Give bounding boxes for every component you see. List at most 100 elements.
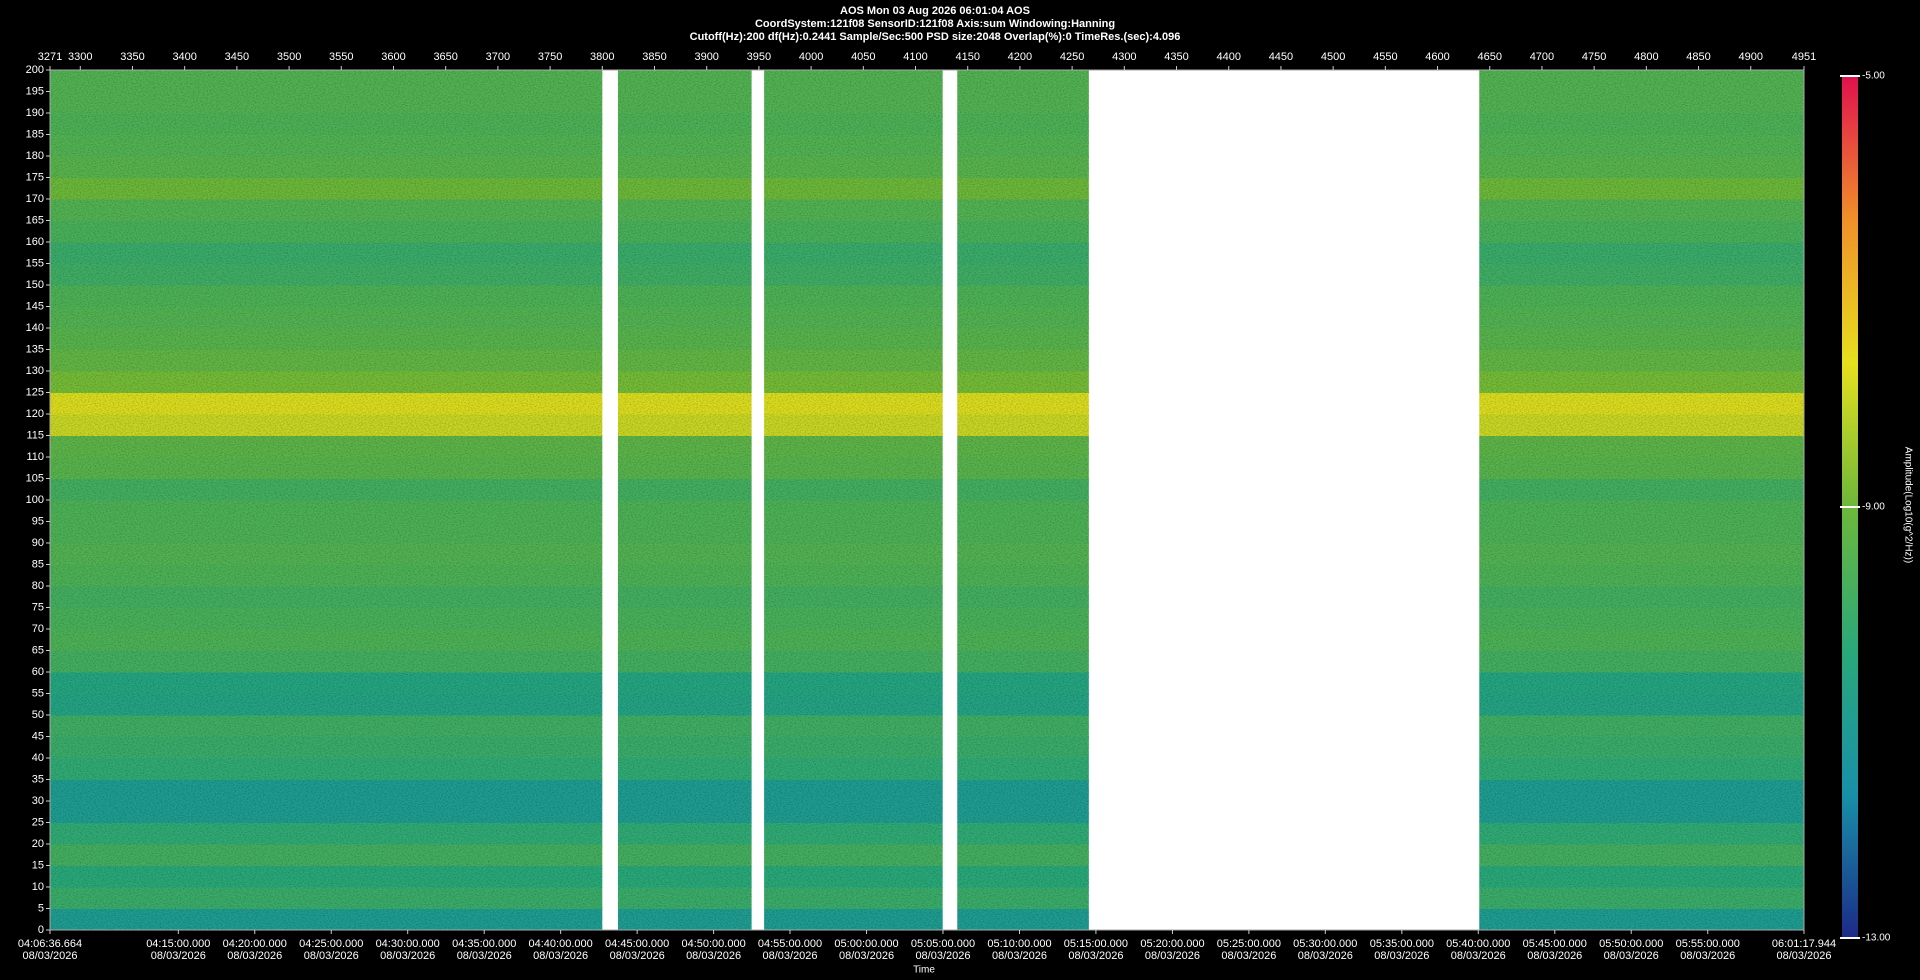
heat-cell: [957, 263, 1089, 286]
y-tick-label: 145: [26, 300, 44, 312]
x-tick-label: 4900: [1739, 51, 1763, 63]
x-tick-label: 4450: [1269, 51, 1293, 63]
x-tick-label: 4850: [1686, 51, 1710, 63]
heat-cell: [957, 629, 1089, 651]
heat-cell: [957, 91, 1089, 114]
heat-cell: [50, 865, 603, 888]
heat-cell: [50, 543, 603, 565]
x-tick-label: 3500: [277, 51, 301, 63]
heat-cell: [617, 91, 752, 114]
heat-cell: [617, 392, 752, 415]
heat-cell: [764, 844, 943, 866]
heat-cell: [50, 242, 603, 264]
heat-cell: [617, 865, 752, 888]
colorbar-tick-label: -13.00: [1862, 933, 1891, 944]
time-tick-date: 08/03/2026: [1068, 950, 1123, 962]
heat-cell: [1479, 672, 1804, 694]
heat-cell: [50, 457, 603, 479]
heat-cell: [957, 650, 1089, 673]
x-tick-label: 3800: [590, 51, 614, 63]
x-tick-label: 3900: [694, 51, 718, 63]
y-tick-label: 175: [26, 171, 44, 183]
heat-cell: [617, 156, 752, 178]
time-tick-label: 04:35:00.000: [452, 938, 516, 950]
time-tick-date: 08/03/2026: [151, 950, 206, 962]
x-tick-label: 4350: [1164, 51, 1188, 63]
time-tick-label: 06:01:17.944: [1772, 938, 1836, 950]
heat-cell: [764, 134, 943, 157]
heat-cell: [764, 371, 943, 393]
y-tick-label: 50: [32, 709, 44, 721]
heat-cell: [764, 435, 943, 458]
heat-cell: [764, 457, 943, 479]
heat-cell: [50, 844, 603, 866]
x-tick-label: 3550: [329, 51, 353, 63]
heat-cell: [957, 199, 1089, 221]
heat-cell: [617, 822, 752, 845]
y-tick-label: 85: [32, 558, 44, 570]
heat-cell: [50, 177, 603, 200]
heat-cell: [617, 715, 752, 737]
heat-cell: [764, 199, 943, 221]
heat-cell: [957, 177, 1089, 200]
heat-cell: [617, 199, 752, 221]
heat-cell: [617, 414, 752, 436]
time-tick-date: 08/03/2026: [22, 950, 77, 962]
heat-cell: [1479, 457, 1804, 479]
heat-cell: [1479, 736, 1804, 759]
heat-cell: [1479, 801, 1804, 823]
y-tick-label: 80: [32, 580, 44, 592]
heat-cell: [50, 134, 603, 157]
heat-cell: [50, 693, 603, 716]
x-tick-label: 4750: [1582, 51, 1606, 63]
heat-cell: [50, 521, 603, 544]
heat-cell: [1479, 607, 1804, 630]
heat-cell: [1479, 521, 1804, 544]
time-tick-date: 08/03/2026: [1145, 950, 1200, 962]
heat-cell: [617, 521, 752, 544]
heat-cell: [957, 285, 1089, 307]
y-tick-label: 170: [26, 193, 44, 205]
x-tick-label: 3300: [68, 51, 92, 63]
time-tick-date: 08/03/2026: [992, 950, 1047, 962]
heat-cell: [50, 607, 603, 630]
heat-cell: [50, 199, 603, 221]
heat-cell: [50, 736, 603, 759]
time-tick-label: 04:55:00.000: [758, 938, 822, 950]
heat-cell: [617, 220, 752, 243]
heat-cell: [957, 435, 1089, 458]
heat-cell: [50, 285, 603, 307]
heat-cell: [764, 392, 943, 415]
heat-cell: [617, 693, 752, 716]
heat-cell: [1479, 263, 1804, 286]
heat-cell: [50, 328, 603, 350]
y-tick-label: 75: [32, 601, 44, 613]
heat-cell: [617, 478, 752, 501]
heat-cell: [617, 736, 752, 759]
heat-cell: [617, 328, 752, 350]
heat-cell: [617, 263, 752, 286]
heat-cell: [617, 435, 752, 458]
heat-cell: [50, 263, 603, 286]
y-tick-label: 25: [32, 816, 44, 828]
heat-cell: [764, 328, 943, 350]
y-tick-label: 135: [26, 343, 44, 355]
heat-cell: [764, 220, 943, 243]
heat-cell: [957, 414, 1089, 436]
x-tick-label: 4550: [1373, 51, 1397, 63]
x-tick-label: 4100: [903, 51, 927, 63]
heat-cell: [50, 887, 603, 909]
heat-cell: [957, 392, 1089, 415]
x-tick-label: 3850: [642, 51, 666, 63]
y-tick-label: 120: [26, 408, 44, 420]
heat-cell: [617, 758, 752, 780]
time-tick-label: 04:45:00.000: [605, 938, 669, 950]
x-tick-label: 3350: [120, 51, 144, 63]
y-tick-label: 15: [32, 859, 44, 871]
time-tick-date: 08/03/2026: [1221, 950, 1276, 962]
y-tick-label: 180: [26, 150, 44, 162]
heat-cell: [764, 672, 943, 694]
heat-cell: [957, 801, 1089, 823]
heat-cell: [957, 564, 1089, 587]
